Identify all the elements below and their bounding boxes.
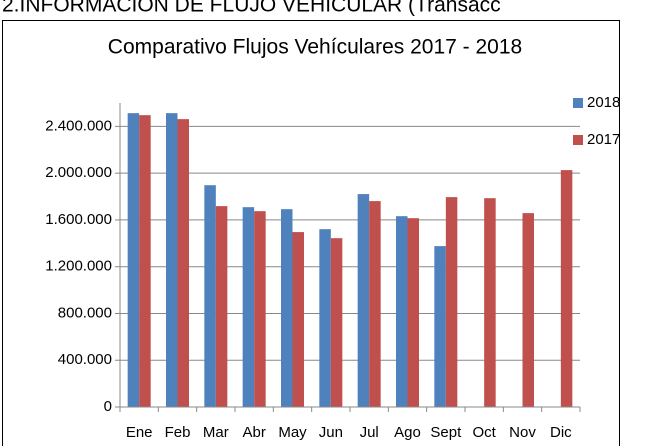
legend-swatch	[573, 98, 583, 108]
bar	[166, 113, 178, 408]
chart-frame	[2, 20, 620, 446]
chart-title: Comparativo Flujos Vehículares 2017 - 20…	[108, 36, 522, 59]
bar	[407, 218, 419, 407]
bar	[522, 213, 534, 407]
bar	[434, 246, 446, 407]
x-tick-label: Sept	[430, 424, 462, 441]
bar	[204, 185, 216, 407]
bar	[242, 207, 255, 407]
x-tick-label: Ene	[126, 424, 153, 441]
legend-label: 2017	[587, 131, 620, 148]
x-tick-label: Jul	[360, 424, 379, 441]
y-tick-label: 2.000.000	[45, 164, 112, 181]
bar	[177, 119, 189, 408]
x-tick-label: Jun	[319, 424, 343, 441]
y-tick-label: 1.200.000	[45, 258, 112, 275]
bar	[560, 170, 573, 407]
bar	[330, 238, 343, 407]
x-tick-label: Oct	[472, 424, 496, 441]
x-tick-label: Dic	[550, 424, 572, 441]
x-tick-label: Mar	[203, 424, 229, 441]
x-tick-label: Nov	[509, 424, 536, 441]
bar	[139, 115, 151, 407]
y-tick-label: 2.400.000	[45, 117, 112, 134]
bar	[357, 194, 370, 407]
legend-label: 2018	[587, 94, 620, 111]
x-tick-label: Ago	[394, 424, 421, 441]
bar	[127, 113, 140, 408]
bar	[369, 201, 381, 407]
bar	[445, 197, 458, 407]
bar	[396, 216, 408, 407]
bar	[254, 211, 266, 407]
x-tick-label: May	[278, 424, 307, 441]
y-tick-label: 0	[104, 398, 112, 415]
y-tick-label: 1.600.000	[45, 211, 112, 228]
x-tick-label: Feb	[165, 424, 191, 441]
bar	[484, 198, 496, 407]
y-tick-label: 400.000	[58, 351, 112, 368]
legend-swatch	[573, 135, 583, 145]
bar	[292, 232, 304, 407]
section-heading: 2.INFORMACIÓN DE FLUJO VEHICULAR (Transa…	[2, 0, 501, 17]
bar	[215, 206, 228, 407]
bar	[281, 209, 293, 407]
bar	[319, 229, 331, 407]
x-tick-label: Abr	[242, 424, 265, 441]
y-tick-label: 800.000	[58, 304, 112, 321]
